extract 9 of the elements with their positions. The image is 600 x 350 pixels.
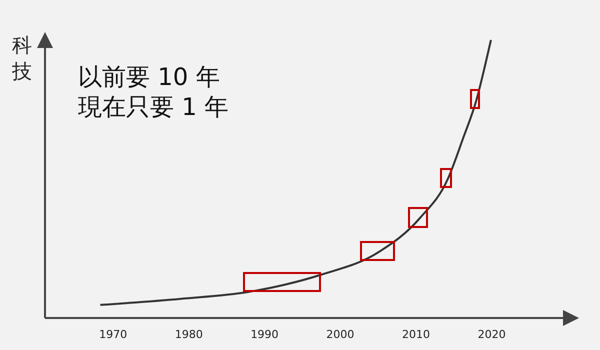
annotation: 現在只要 1 年 [78, 93, 229, 121]
x-tick-label: 1980 [174, 328, 203, 341]
annotation: 以前要 10 年 [78, 63, 220, 91]
y-axis-title: 科技 [11, 33, 32, 83]
x-tick-label: 2020 [478, 328, 506, 341]
x-tick-label: 2000 [326, 328, 354, 341]
x-tick-label: 1990 [250, 328, 279, 341]
x-tick-label: 2010 [402, 328, 430, 341]
x-tick-label: 1970 [99, 328, 128, 341]
